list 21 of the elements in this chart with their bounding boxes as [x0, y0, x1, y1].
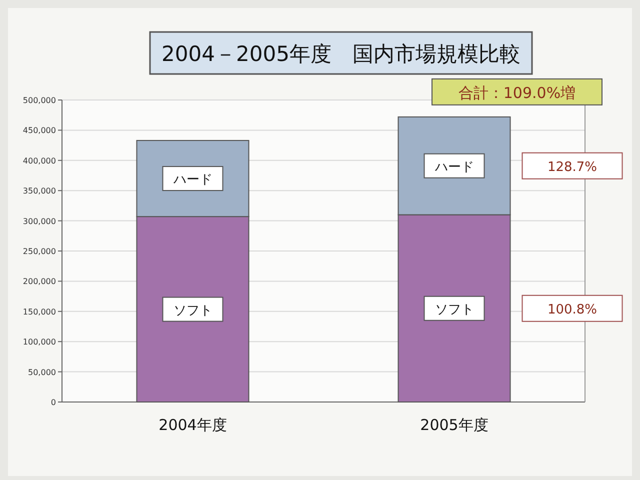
annotation: 128.7% — [547, 160, 598, 175]
y-tick-label: 350,000 — [22, 186, 56, 196]
annotation: 合計：109.0%増 — [458, 84, 576, 102]
annotation: 100.8% — [547, 302, 598, 318]
y-tick-label: 450,000 — [22, 126, 56, 136]
y-tick-label: 400,000 — [22, 156, 56, 166]
y-tick-label: 50,000 — [28, 368, 56, 377]
text: ソフト — [434, 302, 474, 318]
series-label: ハード — [172, 172, 212, 188]
y-tick-label: 150,000 — [22, 307, 56, 316]
series-label: ソフト — [173, 303, 212, 318]
y-tick-label: 250,000 — [22, 247, 56, 256]
y-tick-label: 0 — [50, 398, 56, 407]
chart-title: 2004－2005年度 国内市場規模比較 — [162, 42, 520, 66]
x-tick-label: 2005年度 — [420, 416, 488, 434]
y-tick-label: 200,000 — [22, 277, 56, 286]
y-tick-label: 100,000 — [22, 338, 56, 347]
y-tick-label: 300,000 — [22, 216, 56, 226]
text: ハード — [434, 160, 474, 175]
x-tick-label: 2004年度 — [158, 416, 227, 434]
y-tick-label: 500,000 — [22, 96, 56, 105]
